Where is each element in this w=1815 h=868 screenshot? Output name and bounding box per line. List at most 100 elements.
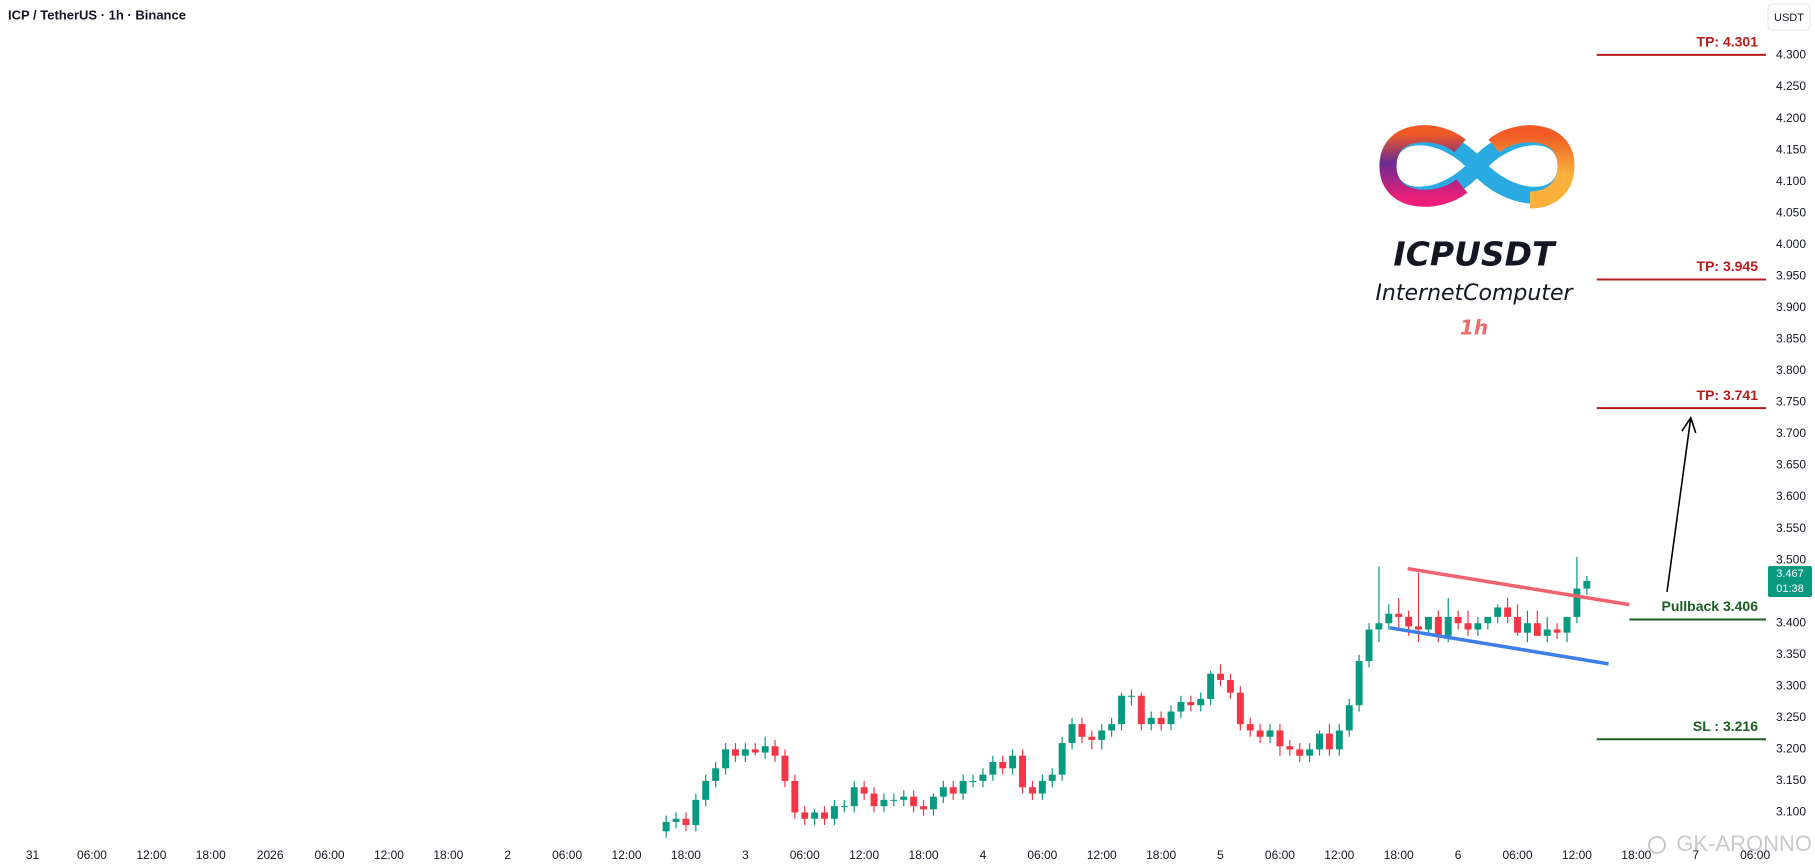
candle-body: [1454, 616, 1462, 624]
x-tick-label: 06:00: [315, 848, 345, 862]
last-price-box: [1768, 565, 1812, 597]
watermark-icon: [1648, 836, 1666, 854]
candle-body: [1474, 623, 1482, 630]
y-tick-label: 3.550: [1776, 521, 1806, 535]
x-tick-label: 12:00: [612, 848, 642, 862]
candle-body: [870, 793, 878, 807]
currency-box[interactable]: [1767, 3, 1811, 31]
watermark: GK-ARONNO: [1648, 831, 1812, 856]
candle-body: [949, 787, 957, 794]
level-label: TP: 4.301: [1697, 34, 1759, 50]
candle-body: [672, 818, 680, 822]
candle-body: [1217, 673, 1224, 680]
candle-body: [781, 755, 789, 781]
candle-body: [1514, 616, 1521, 633]
y-tick-label: 4.150: [1776, 142, 1806, 156]
logo-name: InternetComputer: [1375, 281, 1574, 306]
watermark-text: GK-ARONNO: [1676, 831, 1812, 856]
x-tick-label: 18:00: [433, 848, 463, 862]
logo-interval: 1h: [1460, 316, 1488, 340]
y-tick-label: 3.350: [1776, 647, 1806, 661]
candle-body: [1523, 623, 1531, 633]
level-label: TP: 3.945: [1697, 258, 1759, 274]
candle-body: [1058, 743, 1066, 775]
logo: ICPUSDT InternetComputer 1h: [1375, 125, 1575, 340]
x-tick-label: 18:00: [1621, 848, 1651, 862]
candle-body: [761, 746, 769, 753]
candle-body: [910, 796, 918, 807]
candle-body: [1385, 613, 1393, 624]
candle-body: [1009, 755, 1017, 769]
level-label: TP: 3.741: [1697, 387, 1759, 403]
candle-body: [791, 780, 799, 813]
y-tick-label: 3.150: [1776, 773, 1806, 787]
candle-body: [1395, 613, 1403, 617]
candle-body: [1098, 730, 1106, 740]
logo-left-arc: [1379, 125, 1468, 207]
candle-body: [929, 796, 937, 810]
y-tick-label: 3.200: [1776, 742, 1806, 756]
candle-body: [811, 812, 819, 819]
candle-body: [1187, 702, 1195, 706]
candle-body: [771, 746, 779, 756]
candle-body: [860, 787, 868, 794]
x-tick-label: 06:00: [77, 848, 107, 862]
candle-body: [1365, 629, 1373, 662]
y-tick-label: 3.100: [1776, 805, 1806, 819]
candle-body: [1276, 730, 1284, 747]
level-label: SL : 3.216: [1693, 718, 1758, 734]
arrow: [1666, 415, 1697, 592]
x-tick-label: 3: [742, 848, 749, 862]
candle-body: [1355, 661, 1363, 706]
candle-body: [999, 761, 1007, 769]
candle-body: [1415, 626, 1422, 630]
candle-body: [1118, 695, 1125, 725]
candle-body: [1494, 607, 1502, 617]
candle-body: [850, 787, 858, 807]
logo-right-arc: [1488, 125, 1575, 209]
x-tick-label: 12:00: [374, 848, 404, 862]
last-price: 3.467: [1776, 568, 1804, 580]
y-tick-label: 3.500: [1776, 552, 1806, 566]
x-tick-label: 12:00: [849, 848, 879, 862]
candle-body: [741, 749, 749, 756]
y-tick-label: 3.650: [1776, 458, 1806, 472]
candle-body: [1207, 673, 1215, 699]
x-tick-label: 18:00: [1146, 848, 1176, 862]
y-tick-label: 3.400: [1776, 615, 1806, 629]
candle-body: [1504, 607, 1512, 617]
x-tick-label: 2: [504, 848, 511, 862]
candle-body: [1157, 717, 1165, 725]
candle-body: [1088, 736, 1096, 740]
y-tick-label: 3.900: [1776, 300, 1806, 314]
candle-body: [1246, 724, 1254, 731]
candle-body: [969, 780, 977, 782]
y-tick-label: 3.250: [1776, 710, 1806, 724]
y-tick-label: 3.800: [1776, 363, 1806, 377]
candle-body: [989, 761, 997, 775]
candle-body: [1108, 724, 1116, 731]
y-tick-label: 3.300: [1776, 678, 1806, 692]
candle-body: [1335, 730, 1343, 750]
candle-body: [1078, 724, 1086, 737]
candle-body: [1167, 711, 1175, 725]
x-tick-label: 6: [1455, 848, 1462, 862]
candle-body: [702, 780, 710, 800]
candle-body: [682, 818, 690, 826]
x-tick-label: 18:00: [671, 848, 701, 862]
chart-title: ICP / TetherUS · 1h · Binance: [8, 7, 186, 22]
candle-body: [1019, 755, 1027, 788]
x-tick-label: 5: [1217, 848, 1224, 862]
x-tick-label: 06:00: [790, 848, 820, 862]
x-tick-label: 06:00: [1740, 848, 1770, 862]
candle-body: [1543, 629, 1551, 636]
candle-body: [1038, 780, 1046, 794]
y-tick-label: 4.000: [1776, 237, 1806, 251]
y-tick-label: 3.850: [1776, 332, 1806, 346]
level-label: Pullback 3.406: [1661, 598, 1758, 614]
candle-body: [1286, 746, 1294, 750]
candle-body: [890, 799, 898, 801]
candle-body: [920, 806, 928, 810]
